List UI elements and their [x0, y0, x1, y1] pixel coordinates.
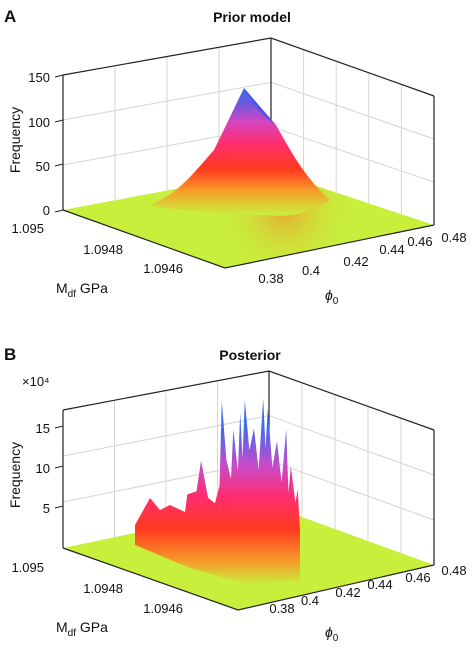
y-tick-label: 0.38 [258, 271, 283, 286]
z-tick-label: 15 [36, 421, 50, 436]
surface-peak-highlight-a [244, 88, 276, 125]
z-axis-label: Frequency [7, 107, 23, 173]
panel-a: A Prior model 150 100 50 0 [4, 7, 467, 307]
grid-line [270, 81, 435, 140]
y-tick-label: 0.4 [301, 593, 319, 608]
z-tick-label: 10 [36, 461, 50, 476]
grid-line [268, 459, 435, 521]
y-tick-label: 0.44 [379, 242, 404, 257]
posterior-surface [135, 398, 300, 585]
y-tick-label: 0.38 [269, 601, 294, 616]
grid-a [62, 47, 435, 215]
y-axis-label: ϕ0 [325, 624, 339, 644]
y-tick-label: 0.46 [407, 234, 432, 249]
y-tick-label: 0.44 [367, 577, 392, 592]
y-tick-label: 0.42 [335, 585, 360, 600]
z-exponent-label: ×10⁴ [22, 374, 50, 389]
z-tick-label: 50 [36, 159, 50, 174]
x-axis-label: Mdf GPa [56, 280, 108, 300]
x-tick-label: 1.0948 [83, 581, 123, 596]
z-tick-label: 150 [28, 70, 50, 85]
x-tick-label: 1.095 [11, 221, 44, 236]
y-tick-label: 0.42 [343, 254, 368, 269]
grid-line [270, 126, 435, 183]
surface-peak-a [150, 88, 330, 216]
x-tick-label: 1.0948 [83, 242, 123, 257]
panel-letter-a: A [4, 7, 16, 26]
y-tick-label: 0.48 [441, 230, 466, 245]
x-axis-label: Mdf GPa [56, 619, 108, 639]
y-tick-label: 0.4 [302, 263, 320, 278]
tick-marks-b [54, 425, 64, 509]
x-tick-label: 1.0946 [143, 601, 183, 616]
surface-posterior-b [135, 398, 300, 585]
z-tick-label: 0 [43, 203, 50, 218]
y-tick-label: 0.46 [405, 570, 430, 585]
z-axis-label: Frequency [7, 442, 23, 508]
panel-b: B Posterior ×10⁴ 15 10 5 1.095 1.0948 1.… [4, 345, 467, 644]
z-tick-label: 5 [43, 501, 50, 516]
tick-marks-a [54, 74, 64, 213]
panel-letter-b: B [4, 345, 16, 364]
z-tick-label: 100 [28, 115, 50, 130]
chart-title-b: Posterior [219, 347, 281, 363]
grid-b [62, 380, 435, 553]
grid-line [268, 415, 435, 476]
x-tick-label: 1.0946 [143, 261, 183, 276]
y-tick-label: 0.48 [441, 563, 466, 578]
y-axis-label: ϕ0 [325, 287, 339, 307]
chart-title-a: Prior model [213, 9, 291, 25]
x-tick-label: 1.095 [11, 560, 44, 575]
